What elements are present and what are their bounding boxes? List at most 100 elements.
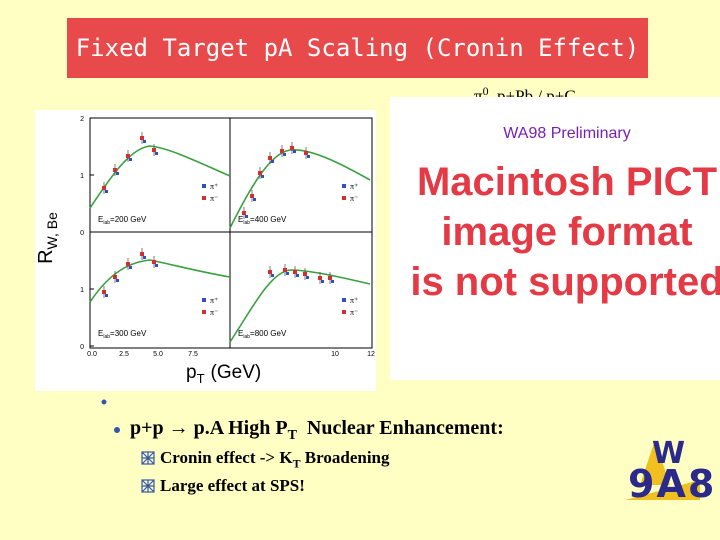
model-curve <box>229 269 371 343</box>
legend-swatch <box>202 196 206 200</box>
energy-label-main: E <box>238 215 243 224</box>
point <box>306 276 309 279</box>
figure-bg <box>35 110 376 391</box>
point <box>102 290 106 294</box>
point <box>152 260 156 264</box>
x-tick-label: 10 <box>331 351 339 358</box>
legend-swatch <box>342 196 346 200</box>
point <box>268 270 272 274</box>
point <box>258 171 262 175</box>
panel: Elab=400 GeV π⁺ π⁻ <box>229 142 371 229</box>
point <box>129 266 132 269</box>
logo-letter: 8 <box>687 462 717 506</box>
panel: Elab=800 GeV π⁺ π⁻ <box>229 264 371 343</box>
energy-label-sub: lab <box>243 334 250 340</box>
pict-message: is not supported <box>410 260 720 304</box>
point <box>113 168 117 172</box>
bullet-text-part: Broadening <box>300 448 390 467</box>
sub-bullet-icon <box>141 479 155 493</box>
particle: π <box>474 87 483 106</box>
subscript: T <box>287 428 297 443</box>
point <box>155 264 158 267</box>
point <box>293 270 297 274</box>
point <box>152 148 156 152</box>
pict-message: image format <box>441 210 693 254</box>
point <box>286 272 289 275</box>
charge: 0 <box>482 84 489 98</box>
point <box>143 256 146 259</box>
x-axis-label-main: p <box>186 362 197 383</box>
subscript: T <box>292 456 301 471</box>
point <box>296 274 299 277</box>
x-tick-label: 5.0 <box>153 351 163 358</box>
energy-label-value: =300 GeV <box>110 329 147 338</box>
legend-label: π⁺ <box>350 182 358 191</box>
y-tick-label: 1 <box>80 287 84 294</box>
point <box>307 155 310 158</box>
point <box>250 194 254 198</box>
point <box>318 276 322 280</box>
point <box>245 215 248 218</box>
model-curve <box>229 149 371 229</box>
point <box>268 156 272 160</box>
legend-label: π⁻ <box>350 308 358 317</box>
legend-label: π⁻ <box>210 194 218 203</box>
energy-label-sub: lab <box>103 220 110 226</box>
panel: Elab=300 GeV π⁺ π⁻ <box>89 248 231 340</box>
x-tick-label: 12 <box>367 351 375 358</box>
point <box>271 160 274 163</box>
energy-label-value: =200 GeV <box>110 215 147 224</box>
point <box>105 190 108 193</box>
bullet-text-part: Large effect at SPS! <box>160 476 305 495</box>
x-axis-label-sub: T <box>197 371 205 386</box>
legend-swatch <box>342 310 346 314</box>
y-tick-label: 1 <box>80 173 84 180</box>
legend-swatch <box>342 184 346 188</box>
energy-label-value: =800 GeV <box>250 329 287 338</box>
logo-letter: W <box>652 436 686 471</box>
point <box>116 172 119 175</box>
point <box>261 175 264 178</box>
point <box>290 146 294 150</box>
point <box>304 151 308 155</box>
plot-frame <box>89 117 373 349</box>
logo-letter: 9 <box>628 462 657 506</box>
sub-bullet-text: Cronin effect -> KT Broadening <box>160 448 390 471</box>
bullet-text-part: Nuclear Enhancement: <box>306 417 504 439</box>
point <box>271 274 274 277</box>
legend-label: π⁺ <box>350 296 358 305</box>
energy-label-main: E <box>98 215 103 224</box>
x-tick-label: 2.5 <box>119 351 129 358</box>
legend-swatch <box>202 310 206 314</box>
legend-swatch <box>202 298 206 302</box>
point <box>331 280 334 283</box>
legend-label: π⁻ <box>350 194 358 203</box>
point <box>328 276 332 280</box>
energy-label: Elab=200 GeV <box>98 215 147 226</box>
point <box>143 140 146 143</box>
sub-bullet-icon <box>141 451 155 465</box>
energy-label-value: =400 GeV <box>250 215 287 224</box>
x-axis-label: pT (GeV) <box>186 362 261 386</box>
energy-label: Elab=400 GeV <box>238 215 287 226</box>
title-box: Fixed Target pA Scaling (Cronin Effect) <box>67 18 648 78</box>
point <box>140 136 144 140</box>
pict-placeholder: WA98 Preliminary Macintosh PICT image fo… <box>390 97 720 380</box>
point <box>116 279 119 282</box>
energy-label: Elab=300 GeV <box>98 329 147 340</box>
x-tick-label: 0.0 <box>87 351 97 358</box>
point <box>126 262 130 266</box>
preliminary-label: WA98 Preliminary <box>503 125 631 142</box>
model-curve <box>89 259 231 303</box>
y-axis-label-sub: W, Be <box>44 212 60 250</box>
logo-text: 9A8 <box>628 462 716 506</box>
y-axis-label-main: R <box>35 249 57 263</box>
y-tick-label: 0 <box>80 344 84 351</box>
sub-bullet-text: Large effect at SPS! <box>160 476 305 496</box>
point <box>283 268 287 272</box>
panel: Elab=200 GeV π⁺ π⁻ <box>89 132 231 226</box>
energy-label-sub: lab <box>103 334 110 340</box>
point <box>321 280 324 283</box>
